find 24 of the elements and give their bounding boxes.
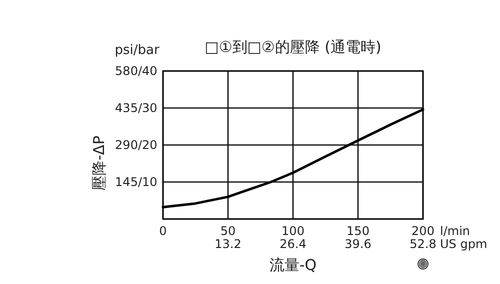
y2-tick-label: 30 [142,101,158,115]
x-tick-label: 50 [220,224,236,238]
y2-tick-label: 10 [142,175,158,189]
x-tick-label: 200 [412,224,434,238]
chart-title: □①到□②的壓降 (通電時) [204,38,382,56]
x2-tick-label: 39.6 [344,237,372,251]
y-tick-label: 580/ [115,64,143,78]
x-tick-label: 150 [346,224,370,238]
x-axis-title: 流量-Q [269,256,317,274]
y2-tick-label: 40 [142,64,158,78]
x-tick-label: 100 [282,224,304,238]
y-axis-title: 壓降-ΔP [90,136,108,190]
x2-tick-label: 13.2 [214,237,242,251]
x2-tick-label: 52.8 [410,237,436,251]
y-tick-label: 290/ [115,138,143,152]
x2-tick-label: 26.4 [280,237,306,251]
text: US gpm [440,237,488,251]
text: psi/bar [114,43,160,58]
line-series [162,108,424,208]
y-tick-label: 145/ [115,175,143,189]
text: l/min [440,224,470,238]
y-tick-label: 435/ [115,101,143,115]
x-tick-label: 0 [159,224,167,238]
y2-tick-label: 20 [142,138,158,152]
